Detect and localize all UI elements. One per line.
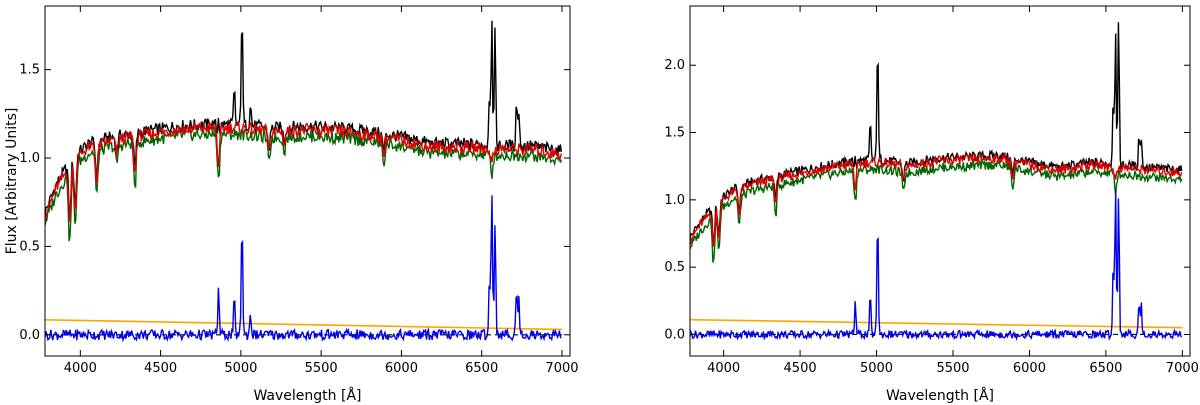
y-tick-label: 0.0 bbox=[19, 328, 40, 343]
plot-area bbox=[690, 22, 1183, 342]
series-line-residual bbox=[690, 190, 1183, 342]
series-line-red-model bbox=[45, 120, 562, 223]
series-line-green-model bbox=[45, 127, 562, 242]
x-tick-label: 6500 bbox=[465, 361, 498, 376]
x-tick-label: 4500 bbox=[144, 361, 177, 376]
y-tick-label: 1.5 bbox=[664, 126, 685, 141]
y-tick-label: 0.5 bbox=[664, 260, 685, 275]
series-line-red-model bbox=[690, 152, 1183, 247]
x-axis-label: Wavelength [Å] bbox=[886, 387, 994, 404]
x-tick-label: 6000 bbox=[385, 361, 418, 376]
y-tick-label: 1.0 bbox=[664, 193, 685, 208]
x-tick-label: 4500 bbox=[784, 361, 817, 376]
x-tick-label: 6000 bbox=[1013, 361, 1046, 376]
x-tick-label: 4000 bbox=[707, 361, 740, 376]
x-axis-label: Wavelength [Å] bbox=[253, 387, 361, 404]
x-tick-label: 5500 bbox=[305, 361, 338, 376]
y-tick-label: 1.0 bbox=[19, 151, 40, 166]
series-line-green-model bbox=[690, 158, 1183, 263]
x-tick-label: 5000 bbox=[860, 361, 893, 376]
x-tick-label: 5500 bbox=[936, 361, 969, 376]
x-tick-label: 7000 bbox=[545, 361, 578, 376]
axes-frame bbox=[689, 5, 1191, 357]
right-spectrum-panel: 4000 4500 5000 5500 6000 6500 7000 0.0 0.5 1.0 1.5… bbox=[664, 5, 1199, 404]
series-line-baseline bbox=[45, 318, 562, 331]
plot-area bbox=[45, 20, 562, 343]
x-tick-label: 4000 bbox=[64, 361, 97, 376]
y-tick-label: 0.5 bbox=[19, 239, 40, 254]
y-tick-label: 1.5 bbox=[19, 63, 40, 78]
series-line-observed bbox=[45, 20, 562, 217]
x-tick-label: 7000 bbox=[1166, 361, 1199, 376]
series-line-baseline bbox=[690, 318, 1183, 329]
y-tick-label: 2.0 bbox=[664, 58, 685, 73]
x-tick-label: 5000 bbox=[224, 361, 257, 376]
series-line-residual bbox=[45, 195, 562, 343]
y-tick-label: 0.0 bbox=[664, 327, 685, 342]
series-line-observed bbox=[690, 22, 1183, 243]
left-spectrum-panel: 4000 4500 5000 5500 6000 6500 7000 0.0 0.5 1.0 1.5… bbox=[4, 5, 579, 404]
axes-frame bbox=[44, 5, 571, 357]
y-axis-label: Flux [Arbitrary Units] bbox=[4, 108, 20, 255]
x-tick-label: 6500 bbox=[1089, 361, 1122, 376]
